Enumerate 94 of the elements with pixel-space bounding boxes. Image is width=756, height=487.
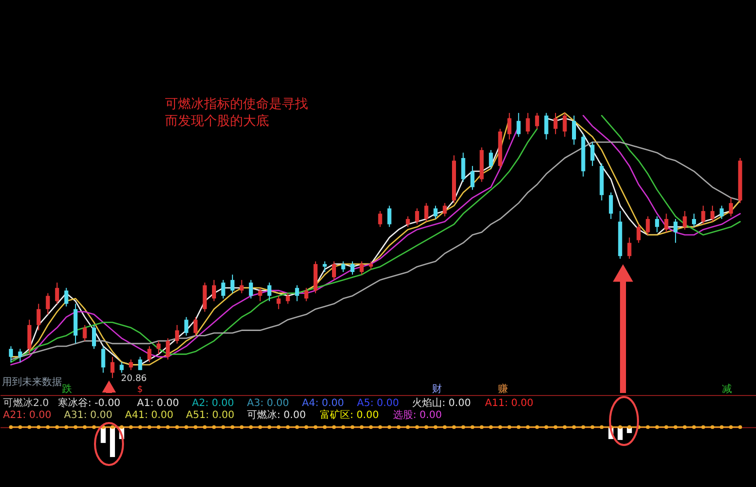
text: 减 (722, 383, 732, 395)
candlestick (138, 356, 142, 371)
candlestick (46, 292, 50, 315)
candlestick (166, 338, 170, 360)
text: A51: 0.00 (186, 410, 234, 421)
candlestick (590, 142, 594, 166)
candlestick (544, 112, 548, 140)
candlestick (378, 210, 382, 228)
text: A3: 0.00 (247, 398, 290, 409)
candlestick (8, 346, 13, 363)
candlestick (664, 213, 668, 233)
candlestick (554, 112, 558, 135)
candlestick (64, 287, 68, 307)
candlestick (646, 216, 650, 236)
annotation: 用到未来数据 (2, 376, 62, 388)
candlestick (572, 115, 576, 146)
candlestick (682, 210, 687, 230)
candlestick (655, 216, 660, 233)
text: A31: 0.00 (64, 410, 112, 421)
candlestick (461, 152, 466, 182)
candlestick (175, 324, 180, 344)
candlestick (701, 205, 706, 225)
candlestick (424, 202, 428, 222)
candlestick (332, 260, 336, 280)
candlestick (230, 274, 234, 294)
candlestick (720, 205, 724, 220)
text: A5: 0.00 (357, 398, 400, 409)
candlestick (434, 205, 438, 220)
candlestick (27, 319, 32, 355)
candlestick (322, 260, 327, 272)
candlestick (526, 112, 530, 135)
annotation: 而发现个股的大底 (165, 114, 269, 129)
candlestick (156, 340, 161, 355)
candlestick (194, 316, 198, 336)
candlestick (267, 282, 272, 302)
candlestick (92, 324, 96, 350)
candlestick (636, 224, 641, 244)
candlestick (488, 150, 493, 170)
candlestick (507, 112, 512, 140)
candlestick (248, 279, 253, 300)
candlestick (341, 260, 346, 272)
candlestick (101, 346, 106, 374)
text: 富矿区: 0.00 (320, 409, 379, 421)
candlestick (240, 279, 244, 294)
candlestick (608, 192, 613, 220)
candlestick (304, 287, 308, 302)
candlestick (202, 282, 207, 312)
candlestick (350, 260, 354, 276)
candlestick (286, 292, 290, 304)
candlestick (147, 346, 152, 363)
text: A4: 0.00 (302, 398, 344, 409)
chart-title: 可燃冰2.0 (3, 397, 49, 409)
candlestick (516, 112, 521, 138)
candlestick (82, 324, 87, 342)
candlestick (120, 362, 124, 374)
candlestick (627, 237, 632, 260)
candlestick (18, 348, 22, 363)
text: 火焰山: 0.00 (412, 397, 471, 409)
text: 赚 (498, 383, 508, 395)
candlestick (360, 260, 364, 276)
candlestick (710, 205, 714, 222)
text: A21: 0.00 (3, 410, 52, 421)
text: 寒冰谷: -0.00 (58, 397, 120, 409)
candlestick (128, 358, 133, 371)
candlestick (276, 295, 281, 310)
candlestick (55, 282, 60, 304)
candlestick (535, 112, 540, 130)
candlestick (415, 208, 420, 225)
candlestick (221, 279, 226, 300)
text: A2: 0.00 (192, 398, 234, 409)
text: A1: 0.00 (137, 398, 180, 409)
candlestick (184, 316, 188, 336)
candlestick (562, 112, 567, 138)
candlestick (212, 279, 216, 302)
candlestick (470, 165, 474, 190)
candlestick (295, 284, 300, 302)
candlestick (258, 287, 262, 302)
text: 跌 (62, 383, 72, 395)
text: 可燃冰指标的使命是寻找 (165, 97, 308, 112)
text: 财 (432, 383, 442, 395)
annotation: 20.86 (121, 374, 148, 384)
candlestick (110, 356, 114, 379)
candlestick (406, 216, 410, 228)
text: 可燃冰: 0.00 (247, 409, 306, 421)
candlestick (692, 213, 696, 228)
text: $ (137, 385, 143, 395)
candlestick (442, 202, 447, 217)
candlestick (387, 205, 392, 228)
candlestick (36, 303, 41, 331)
text: A41: 0.00 (125, 410, 174, 421)
text: A11: 0.00 (485, 398, 534, 409)
candlestick (674, 218, 678, 244)
text: 选股: 0.00 (393, 409, 442, 421)
candlestick (728, 197, 733, 217)
